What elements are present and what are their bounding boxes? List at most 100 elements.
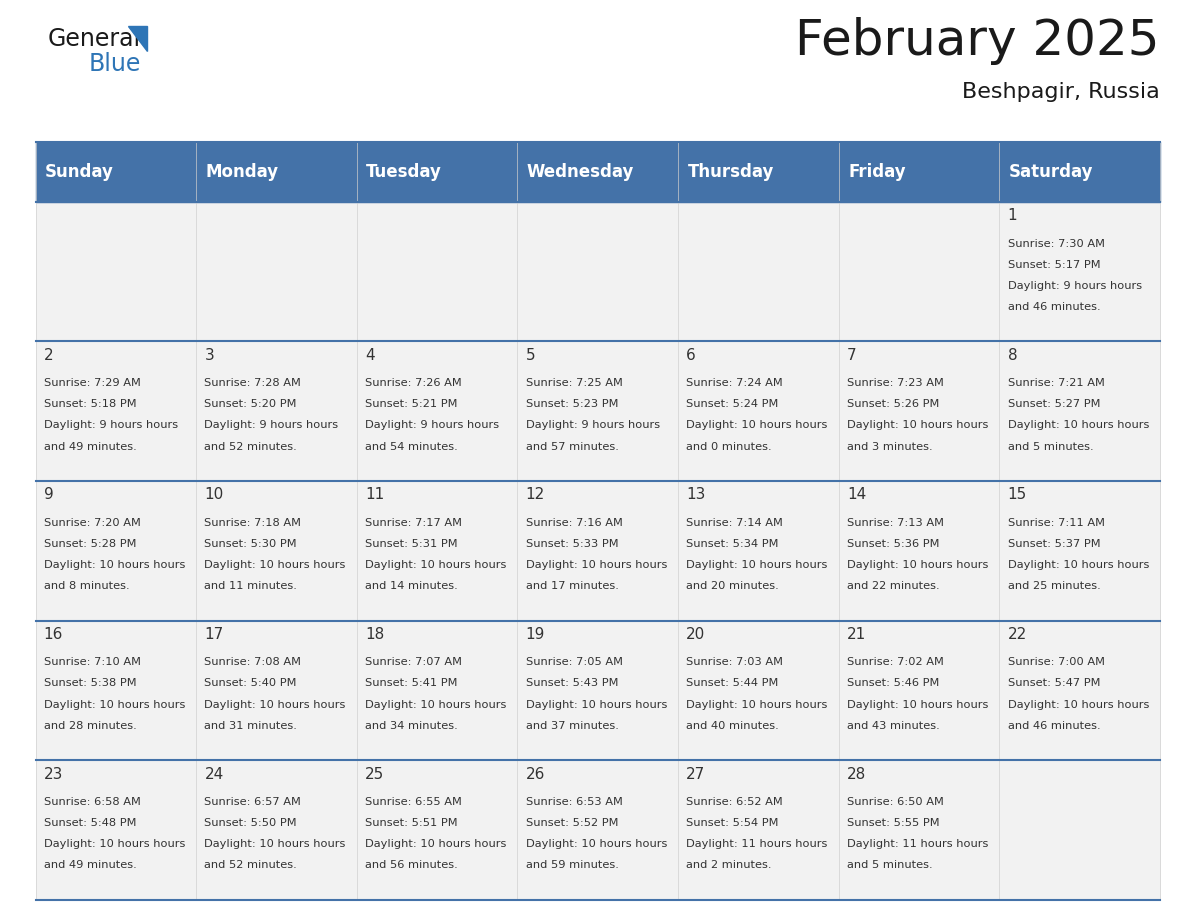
- Text: Daylight: 10 hours hours: Daylight: 10 hours hours: [1007, 420, 1149, 431]
- Text: and 11 minutes.: and 11 minutes.: [204, 581, 297, 591]
- Text: 13: 13: [687, 487, 706, 502]
- Bar: [999, 760, 1159, 900]
- Text: Thursday: Thursday: [688, 163, 773, 181]
- Text: 28: 28: [847, 767, 866, 781]
- Text: 10: 10: [204, 487, 223, 502]
- Text: and 56 minutes.: and 56 minutes.: [365, 860, 457, 870]
- Text: Sunrise: 7:28 AM: Sunrise: 7:28 AM: [204, 378, 302, 388]
- Bar: [196, 621, 356, 760]
- Bar: [999, 341, 1159, 481]
- Text: and 34 minutes.: and 34 minutes.: [365, 721, 457, 731]
- Text: Daylight: 10 hours hours: Daylight: 10 hours hours: [44, 839, 185, 849]
- Text: 11: 11: [365, 487, 384, 502]
- Text: 1: 1: [1007, 208, 1017, 223]
- Text: Sunset: 5:31 PM: Sunset: 5:31 PM: [365, 539, 457, 549]
- Text: Sunset: 5:47 PM: Sunset: 5:47 PM: [1007, 678, 1100, 688]
- Text: and 37 minutes.: and 37 minutes.: [525, 721, 619, 731]
- Text: 25: 25: [365, 767, 384, 781]
- Text: 26: 26: [525, 767, 545, 781]
- Text: Daylight: 10 hours hours: Daylight: 10 hours hours: [847, 700, 988, 710]
- Text: Daylight: 10 hours hours: Daylight: 10 hours hours: [847, 420, 988, 431]
- Text: Sunset: 5:34 PM: Sunset: 5:34 PM: [687, 539, 779, 549]
- Text: 27: 27: [687, 767, 706, 781]
- Bar: [678, 341, 839, 481]
- Text: and 2 minutes.: and 2 minutes.: [687, 860, 772, 870]
- Text: Daylight: 10 hours hours: Daylight: 10 hours hours: [687, 700, 828, 710]
- Text: Daylight: 10 hours hours: Daylight: 10 hours hours: [204, 700, 346, 710]
- Text: Sunset: 5:26 PM: Sunset: 5:26 PM: [847, 399, 940, 409]
- Text: Sunset: 5:46 PM: Sunset: 5:46 PM: [847, 678, 940, 688]
- Text: Daylight: 10 hours hours: Daylight: 10 hours hours: [687, 560, 828, 570]
- Text: 2: 2: [44, 348, 53, 363]
- Text: Sunrise: 7:25 AM: Sunrise: 7:25 AM: [525, 378, 623, 388]
- Bar: [839, 621, 999, 760]
- Bar: [356, 760, 518, 900]
- Bar: [196, 142, 356, 202]
- Text: Sunset: 5:20 PM: Sunset: 5:20 PM: [204, 399, 297, 409]
- Text: Daylight: 9 hours hours: Daylight: 9 hours hours: [525, 420, 659, 431]
- Text: 5: 5: [525, 348, 536, 363]
- Bar: [518, 760, 678, 900]
- Text: 16: 16: [44, 627, 63, 642]
- Text: Sunset: 5:48 PM: Sunset: 5:48 PM: [44, 818, 137, 828]
- Bar: [678, 481, 839, 621]
- Bar: [196, 481, 356, 621]
- Bar: [839, 481, 999, 621]
- Text: and 17 minutes.: and 17 minutes.: [525, 581, 619, 591]
- Text: Sunset: 5:36 PM: Sunset: 5:36 PM: [847, 539, 940, 549]
- Bar: [36, 341, 196, 481]
- Bar: [999, 621, 1159, 760]
- Bar: [36, 142, 196, 202]
- Text: and 52 minutes.: and 52 minutes.: [204, 442, 297, 452]
- Text: and 54 minutes.: and 54 minutes.: [365, 442, 457, 452]
- Text: Daylight: 10 hours hours: Daylight: 10 hours hours: [365, 700, 506, 710]
- Text: and 46 minutes.: and 46 minutes.: [1007, 302, 1100, 312]
- Text: 3: 3: [204, 348, 214, 363]
- Text: Daylight: 9 hours hours: Daylight: 9 hours hours: [365, 420, 499, 431]
- Bar: [356, 481, 518, 621]
- Bar: [839, 341, 999, 481]
- Text: Sunrise: 7:13 AM: Sunrise: 7:13 AM: [847, 518, 944, 528]
- Text: Sunday: Sunday: [45, 163, 114, 181]
- Text: Sunrise: 7:14 AM: Sunrise: 7:14 AM: [687, 518, 783, 528]
- Text: Sunrise: 6:55 AM: Sunrise: 6:55 AM: [365, 797, 462, 807]
- Text: 18: 18: [365, 627, 384, 642]
- Text: Sunrise: 6:57 AM: Sunrise: 6:57 AM: [204, 797, 302, 807]
- Bar: [518, 481, 678, 621]
- Bar: [356, 341, 518, 481]
- Text: Sunrise: 7:16 AM: Sunrise: 7:16 AM: [525, 518, 623, 528]
- Text: 22: 22: [1007, 627, 1026, 642]
- Text: Daylight: 10 hours hours: Daylight: 10 hours hours: [365, 560, 506, 570]
- Bar: [36, 481, 196, 621]
- Text: General: General: [48, 27, 140, 50]
- Bar: [36, 621, 196, 760]
- Text: Tuesday: Tuesday: [366, 163, 442, 181]
- Text: Sunset: 5:18 PM: Sunset: 5:18 PM: [44, 399, 137, 409]
- Text: Sunset: 5:21 PM: Sunset: 5:21 PM: [365, 399, 457, 409]
- Text: Daylight: 10 hours hours: Daylight: 10 hours hours: [687, 420, 828, 431]
- Bar: [839, 142, 999, 202]
- Text: Sunset: 5:38 PM: Sunset: 5:38 PM: [44, 678, 137, 688]
- Text: Sunrise: 6:50 AM: Sunrise: 6:50 AM: [847, 797, 943, 807]
- Text: and 49 minutes.: and 49 minutes.: [44, 860, 137, 870]
- Bar: [356, 202, 518, 341]
- Text: Sunrise: 6:53 AM: Sunrise: 6:53 AM: [525, 797, 623, 807]
- Text: Sunrise: 7:00 AM: Sunrise: 7:00 AM: [1007, 657, 1105, 667]
- Bar: [999, 142, 1159, 202]
- Text: 24: 24: [204, 767, 223, 781]
- Text: and 52 minutes.: and 52 minutes.: [204, 860, 297, 870]
- Text: Daylight: 10 hours hours: Daylight: 10 hours hours: [365, 839, 506, 849]
- Text: 4: 4: [365, 348, 374, 363]
- Bar: [196, 202, 356, 341]
- Text: and 40 minutes.: and 40 minutes.: [687, 721, 779, 731]
- Bar: [518, 142, 678, 202]
- Bar: [678, 760, 839, 900]
- Bar: [518, 341, 678, 481]
- Text: 19: 19: [525, 627, 545, 642]
- Text: 12: 12: [525, 487, 545, 502]
- Text: and 28 minutes.: and 28 minutes.: [44, 721, 137, 731]
- Text: Sunset: 5:41 PM: Sunset: 5:41 PM: [365, 678, 457, 688]
- Text: and 25 minutes.: and 25 minutes.: [1007, 581, 1100, 591]
- Text: Sunrise: 6:58 AM: Sunrise: 6:58 AM: [44, 797, 140, 807]
- Bar: [36, 202, 196, 341]
